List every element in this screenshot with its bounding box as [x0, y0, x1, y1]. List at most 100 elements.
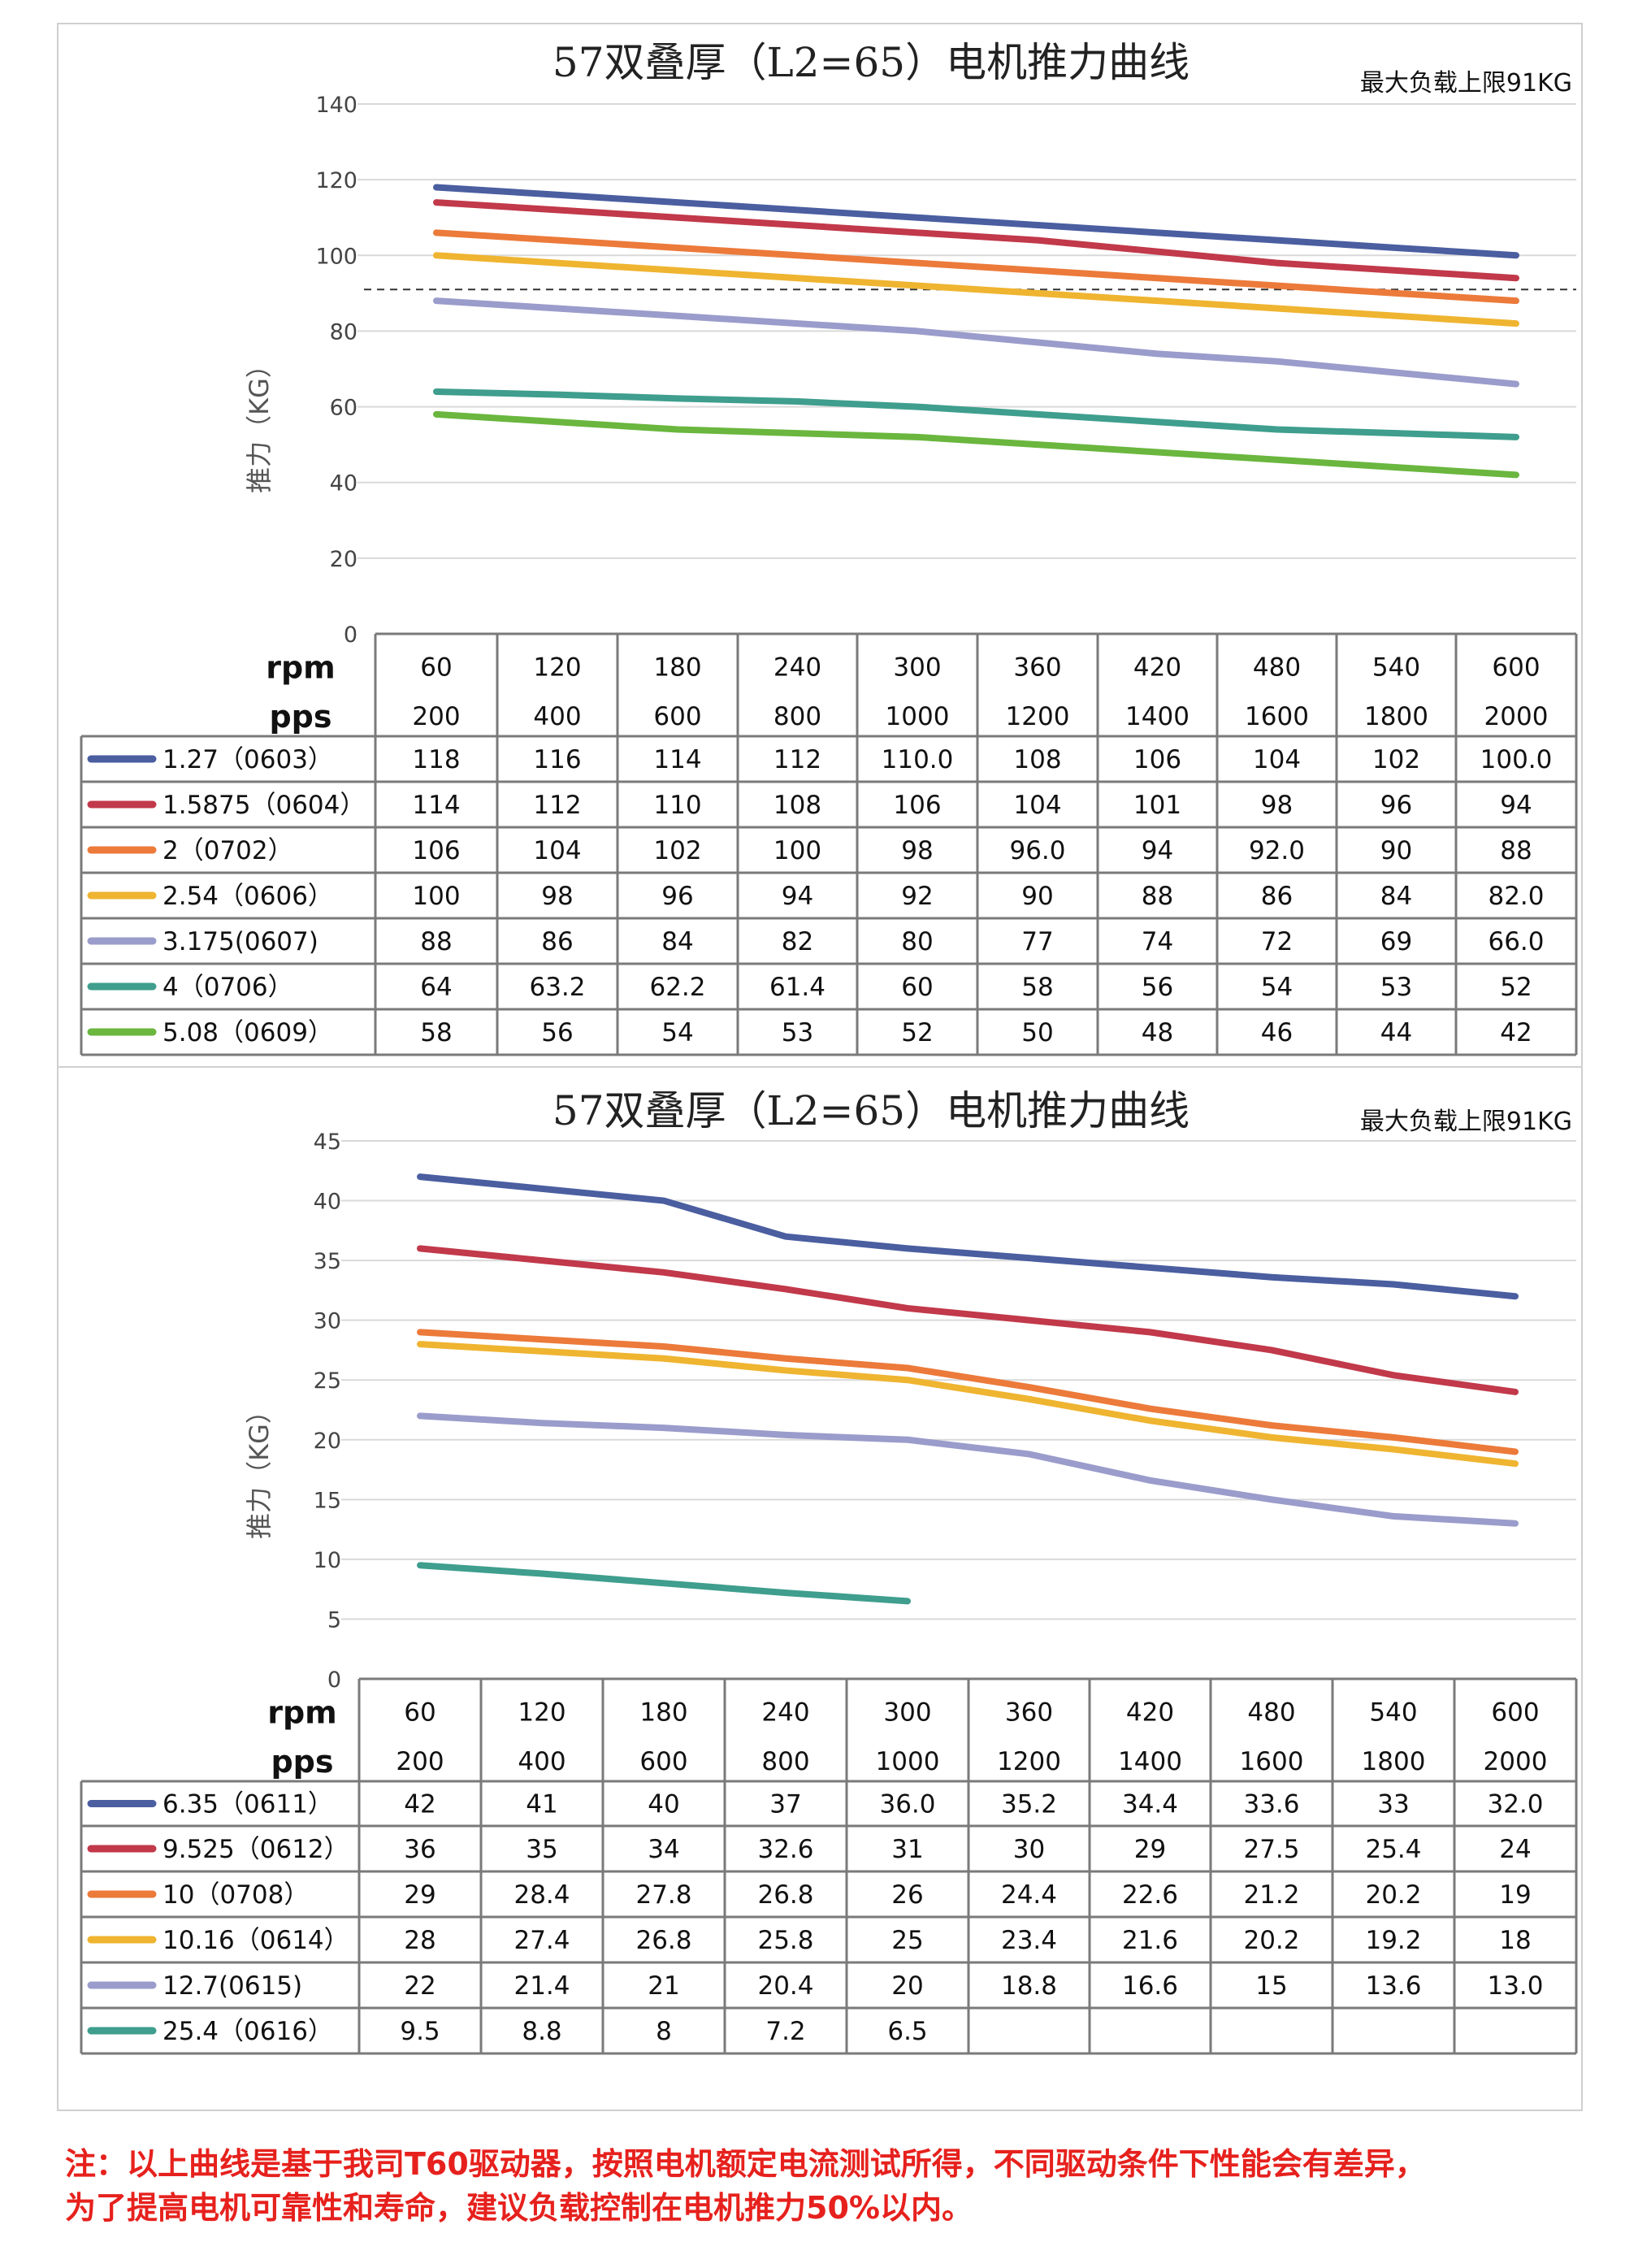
- rpm-tick-label: 180: [639, 1698, 687, 1727]
- data-label: 114: [653, 745, 701, 774]
- y-tick-label: 0: [344, 622, 358, 648]
- pps-tick-label: 1600: [1245, 702, 1309, 731]
- data-label: 88: [1500, 836, 1532, 865]
- legend-label: 10.16（0614）: [162, 1926, 349, 1955]
- chart-title: 57双叠厚（L2=65）电机推力曲线: [552, 1087, 1190, 1134]
- data-label: 100: [412, 882, 460, 911]
- rpm-tick-label: 600: [1492, 653, 1540, 682]
- max-load-label: 最大负载上限91KG: [1360, 69, 1572, 98]
- data-label: 106: [893, 791, 941, 820]
- data-label: 53: [1380, 973, 1412, 1002]
- footnote-line-2: 为了提高电机可靠性和寿命，建议负载控制在电机推力50%以内。: [65, 2190, 973, 2226]
- y-tick-label: 20: [330, 547, 358, 572]
- data-label: 27.8: [635, 1880, 691, 1910]
- y-tick-label: 40: [314, 1190, 341, 1215]
- data-label: 26.8: [635, 1926, 691, 1955]
- data-label: 58: [1021, 973, 1053, 1002]
- pps-tick-label: 600: [653, 702, 701, 731]
- data-label: 86: [1261, 882, 1293, 911]
- legend-label: 3.175(0607): [162, 927, 318, 956]
- data-label: 98: [1261, 791, 1293, 820]
- rpm-tick-label: 360: [1013, 653, 1061, 682]
- rpm-tick-label: 300: [883, 1698, 931, 1727]
- data-label: 77: [1021, 927, 1053, 956]
- pps-tick-label: 1200: [1006, 702, 1070, 731]
- data-label: 21.6: [1122, 1926, 1178, 1955]
- y-tick-label: 40: [330, 471, 358, 497]
- legend-label: 6.35（0611）: [162, 1790, 333, 1819]
- pps-tick-label: 1400: [1118, 1747, 1182, 1776]
- data-label: 100.0: [1480, 745, 1553, 774]
- pps-tick-label: 400: [518, 1747, 566, 1776]
- data-label: 82: [782, 927, 813, 956]
- rpm-tick-label: 60: [420, 653, 452, 682]
- footnote: 注：以上曲线是基于我司T60驱动器，按照电机额定电流测试所得，不同驱动条件下性能…: [65, 2142, 1592, 2230]
- data-label: 54: [1261, 973, 1293, 1002]
- data-label: 96: [1380, 791, 1412, 820]
- series-line: [417, 1412, 1519, 1527]
- data-label: 82.0: [1488, 882, 1544, 911]
- pps-tick-label: 600: [639, 1747, 687, 1776]
- data-label: 62.2: [649, 973, 705, 1002]
- data-label: 13.0: [1487, 1971, 1543, 2001]
- data-label: 34: [648, 1835, 679, 1864]
- y-tick-label: 35: [314, 1249, 341, 1274]
- y-tick-label: 5: [327, 1607, 341, 1633]
- data-label: 86: [541, 927, 573, 956]
- data-label: 18.8: [1001, 1971, 1057, 2001]
- data-label: 32.6: [757, 1835, 813, 1864]
- data-label: 48: [1142, 1018, 1173, 1047]
- series-line: [417, 1562, 911, 1605]
- data-label: 56: [541, 1018, 573, 1047]
- data-label: 56: [1142, 973, 1173, 1002]
- data-label: 25.8: [757, 1926, 813, 1955]
- rpm-tick-label: 480: [1253, 653, 1301, 682]
- data-label: 112: [774, 745, 821, 774]
- series-line: [417, 1329, 1519, 1455]
- data-label: 92: [901, 882, 933, 911]
- legend-label: 1.27（0603）: [162, 745, 333, 774]
- data-label: 114: [412, 791, 460, 820]
- data-label: 104: [1253, 745, 1301, 774]
- data-label: 46: [1261, 1018, 1293, 1047]
- y-tick-label: 10: [314, 1548, 341, 1573]
- rpm-tick-label: 180: [653, 653, 701, 682]
- data-label: 16.6: [1122, 1971, 1178, 2001]
- y-tick-label: 0: [327, 1667, 341, 1693]
- rpm-tick-label: 480: [1247, 1698, 1295, 1727]
- data-label: 64: [420, 973, 452, 1002]
- data-label: 25.4: [1365, 1835, 1421, 1864]
- data-label: 22.6: [1122, 1880, 1178, 1910]
- data-label: 29: [1134, 1835, 1166, 1864]
- y-tick-label: 60: [330, 396, 358, 421]
- max-load-label: 最大负载上限91KG: [1360, 1108, 1572, 1136]
- data-label: 8.8: [522, 2017, 561, 2046]
- legend-label: 5.08（0609）: [162, 1018, 333, 1047]
- y-axis-label: 推力（KG）: [244, 1398, 275, 1539]
- rpm-tick-label: 240: [761, 1698, 809, 1727]
- data-label: 33.6: [1243, 1790, 1299, 1819]
- data-label: 28.4: [514, 1880, 570, 1910]
- rpm-tick-label: 540: [1369, 1698, 1417, 1727]
- data-label: 98: [541, 882, 573, 911]
- data-label: 35: [526, 1835, 557, 1864]
- data-label: 69: [1380, 927, 1412, 956]
- data-label: 94: [1500, 791, 1532, 820]
- pps-tick-label: 1400: [1125, 702, 1190, 731]
- pps-tick-label: 1800: [1364, 702, 1428, 731]
- data-label: 110.0: [882, 745, 954, 774]
- data-label: 58: [420, 1018, 452, 1047]
- rpm-tick-label: 420: [1133, 653, 1181, 682]
- data-label: 66.0: [1488, 927, 1544, 956]
- data-label: 27.5: [1243, 1835, 1299, 1864]
- data-label: 88: [420, 927, 452, 956]
- pps-tick-label: 1000: [886, 702, 950, 731]
- data-label: 44: [1380, 1018, 1412, 1047]
- y-tick-label: 30: [314, 1309, 341, 1334]
- data-label: 98: [901, 836, 933, 865]
- rpm-header: rpm: [266, 649, 336, 685]
- pps-tick-label: 1200: [997, 1747, 1061, 1776]
- legend-label: 12.7(0615): [162, 1971, 302, 2001]
- legend-label: 9.525（0612）: [162, 1835, 349, 1864]
- data-label: 8: [656, 2017, 672, 2046]
